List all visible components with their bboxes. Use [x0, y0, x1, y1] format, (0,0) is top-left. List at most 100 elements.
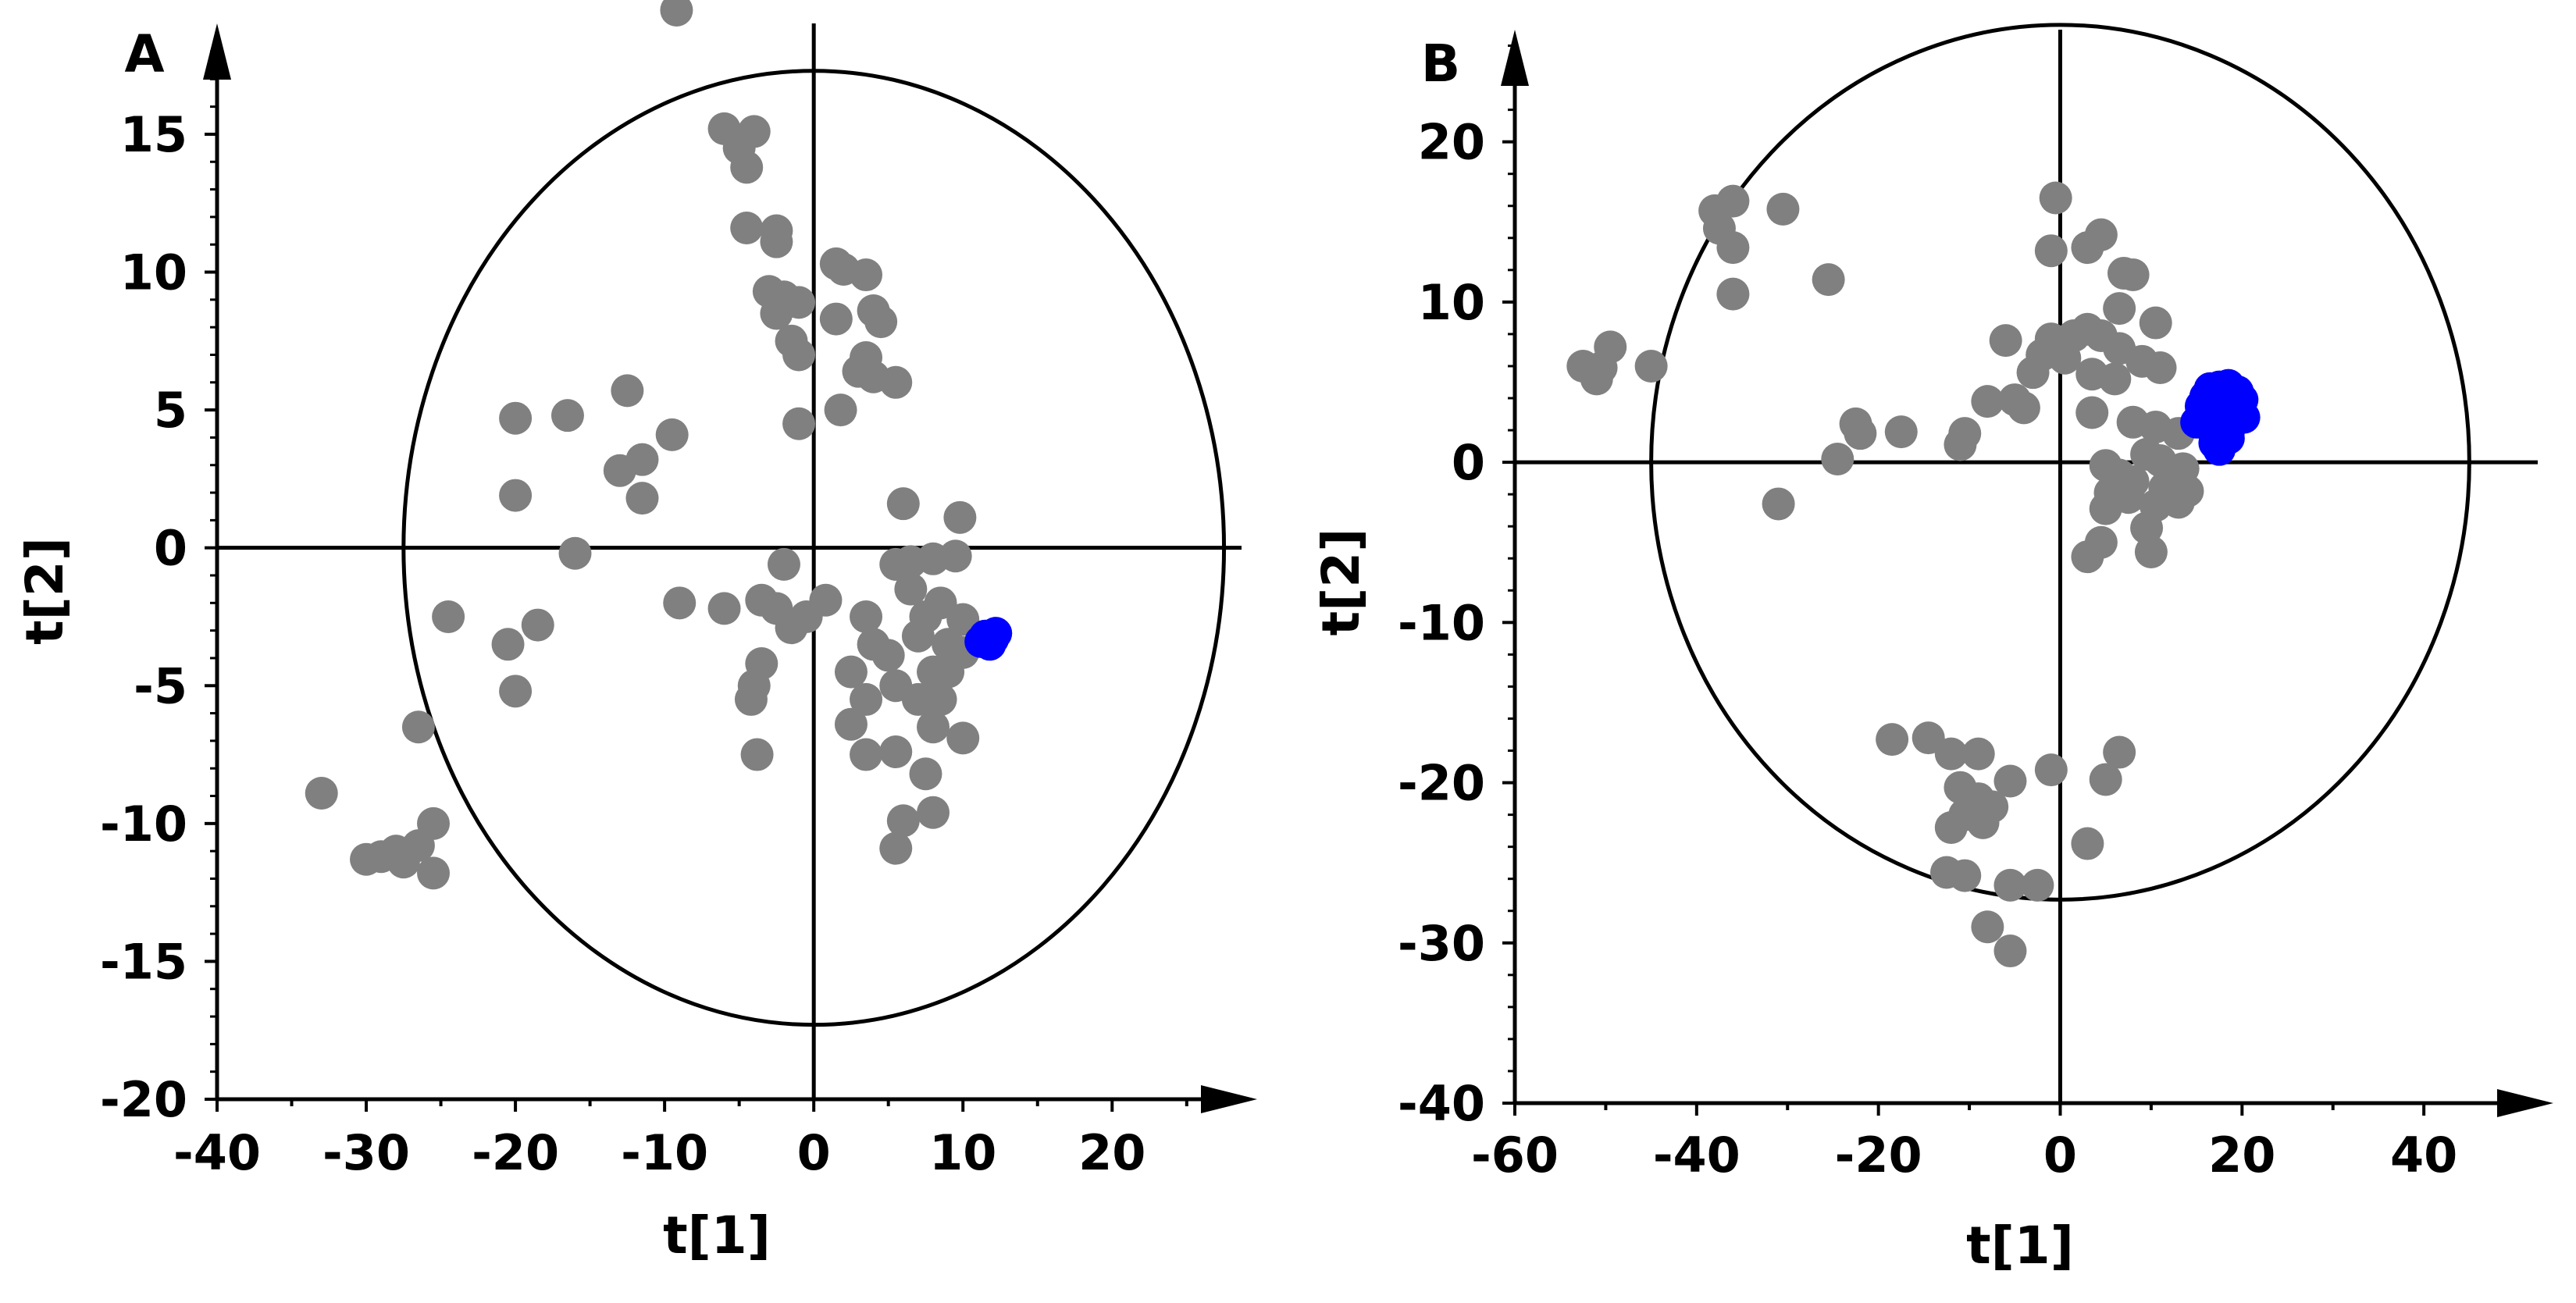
data-point — [946, 721, 980, 755]
data-point — [655, 418, 689, 451]
data-point — [2016, 356, 2050, 390]
confidence-ellipse — [401, 69, 1227, 1027]
data-point — [943, 500, 977, 534]
data-point — [499, 675, 533, 708]
data-point — [1716, 231, 1750, 265]
data-point — [2143, 351, 2177, 385]
confidence-ellipse — [1649, 23, 2471, 902]
data-point — [521, 608, 554, 642]
data-point — [611, 374, 644, 408]
x-tick-label: -30 — [322, 1124, 410, 1181]
y-tick-label: 10 — [120, 244, 187, 301]
data-point — [1634, 349, 1668, 383]
data-point — [871, 639, 905, 672]
data-point — [2071, 827, 2104, 860]
y-tick-label: -15 — [100, 933, 187, 990]
y-tick-label: -10 — [100, 796, 187, 853]
data-point — [730, 151, 764, 184]
panel-label: A — [124, 24, 164, 84]
data-point — [432, 600, 465, 633]
data-point — [740, 738, 774, 771]
highlight-point — [2203, 433, 2236, 466]
x-tick-label: 20 — [2208, 1127, 2275, 1184]
x-axis-arrow — [2497, 1089, 2553, 1117]
data-point — [864, 305, 898, 339]
data-point — [707, 592, 741, 625]
data-point — [946, 603, 980, 636]
data-point — [2161, 486, 2195, 519]
data-point — [1716, 184, 1750, 218]
x-tick-label: 0 — [2043, 1127, 2077, 1184]
highlight-point — [2207, 378, 2241, 411]
y-axis-arrow — [1501, 30, 1529, 86]
data-point — [879, 831, 913, 865]
data-point — [1961, 737, 1995, 771]
data-point — [1844, 417, 1877, 450]
panel-label: B — [1421, 34, 1460, 94]
x-tick-label: 10 — [929, 1124, 996, 1181]
data-point — [734, 682, 768, 716]
data-point — [819, 302, 853, 336]
data-point — [824, 393, 857, 427]
data-point — [1993, 764, 2027, 798]
y-tick-label: -10 — [1398, 594, 1485, 651]
data-point — [1766, 192, 1800, 226]
data-point — [909, 757, 942, 791]
data-point — [2034, 234, 2068, 268]
data-point — [660, 0, 693, 27]
data-point — [1934, 811, 1968, 845]
data-point — [305, 776, 338, 810]
data-point — [1912, 721, 1945, 755]
data-point — [625, 443, 659, 476]
data-point — [2039, 181, 2072, 215]
data-point — [924, 682, 957, 716]
data-point — [2098, 362, 2132, 396]
y-tick-label: -20 — [1398, 755, 1485, 812]
y-tick-label: -40 — [1398, 1075, 1485, 1132]
data-point — [1762, 487, 1795, 521]
data-point — [901, 619, 935, 653]
y-tick-label: -5 — [134, 657, 187, 714]
y-tick-label: -20 — [100, 1071, 187, 1128]
data-point — [850, 600, 883, 633]
y-axis-label: t[2] — [15, 537, 75, 645]
data-point — [2021, 868, 2054, 902]
data-point — [2007, 391, 2040, 425]
data-point — [1944, 428, 1977, 461]
data-point — [2034, 753, 2068, 787]
data-point — [879, 735, 913, 769]
data-point — [2075, 396, 2109, 429]
data-point — [886, 487, 920, 521]
data-point — [499, 479, 533, 512]
data-point — [842, 354, 875, 388]
data-point — [1934, 737, 1968, 771]
data-point — [2134, 536, 2168, 569]
data-point — [1948, 859, 1982, 892]
data-point — [1993, 868, 2027, 902]
data-point — [1812, 263, 1845, 297]
data-point — [782, 338, 816, 372]
data-point — [1971, 385, 2004, 418]
x-tick-label: 20 — [1078, 1124, 1145, 1181]
x-tick-label: -40 — [1653, 1127, 1740, 1184]
data-point — [879, 365, 913, 399]
data-point — [2084, 218, 2118, 251]
data-point — [2089, 492, 2122, 525]
data-point — [558, 536, 592, 570]
data-point — [834, 707, 868, 741]
x-tick-label: 0 — [797, 1124, 831, 1181]
data-point — [2116, 258, 2150, 291]
data-point — [924, 586, 957, 620]
data-point — [767, 547, 800, 581]
data-point — [917, 710, 950, 744]
data-point — [2048, 341, 2082, 375]
data-point — [387, 846, 420, 879]
data-point — [2071, 540, 2104, 574]
x-axis-label: t[1] — [1966, 1216, 2074, 1276]
data-point — [886, 804, 920, 838]
data-point — [894, 572, 928, 606]
data-point — [850, 258, 883, 292]
data-point — [1993, 935, 2027, 968]
